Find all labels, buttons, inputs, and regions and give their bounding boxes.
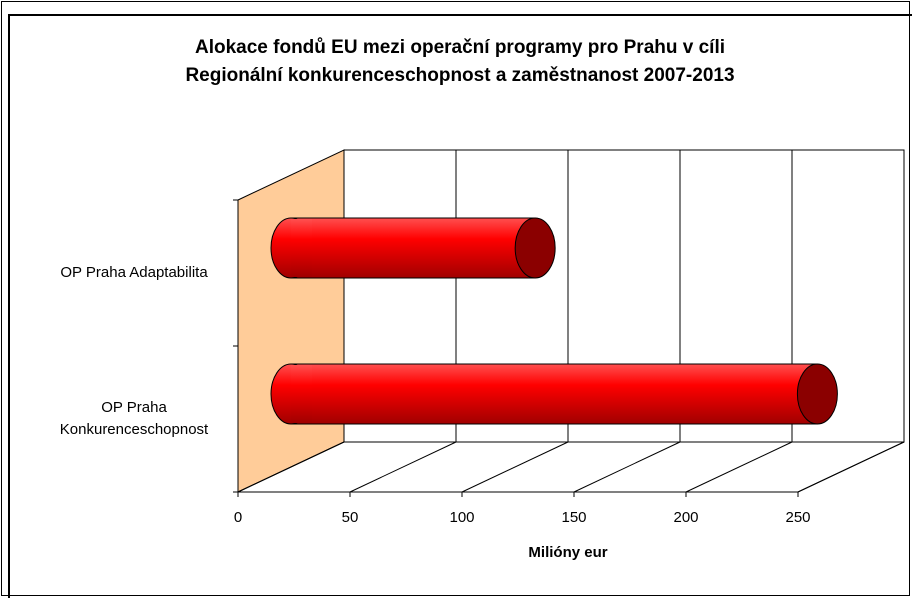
floor-grid-line — [685, 441, 793, 493]
x-axis-title: Milióny eur — [528, 544, 607, 561]
bar-end-cap — [796, 363, 838, 425]
x-tick-label: 0 — [234, 509, 242, 526]
x-tick-label: 50 — [342, 509, 359, 526]
inner-border — [8, 14, 912, 598]
x-tick-label: 150 — [561, 509, 586, 526]
bar-start-cover — [291, 219, 312, 277]
bar-end-cap — [514, 217, 556, 279]
chart-title: Alokace fondů EU mezi operační programy … — [185, 37, 735, 86]
floor-grid-line — [461, 441, 569, 493]
floor-grid-line — [797, 441, 905, 493]
bar — [290, 217, 536, 279]
floor-grid-line — [573, 441, 681, 493]
x-tick-label: 200 — [673, 509, 698, 526]
floor — [237, 441, 905, 493]
x-tick-label: 100 — [449, 509, 474, 526]
floor-grid-line — [349, 441, 457, 493]
y-tick-label: OP Praha Adaptabilita — [60, 264, 208, 281]
y-tick-label: OP Praha Konkurenceschopnost — [59, 399, 209, 438]
side-wall — [237, 149, 345, 493]
x-tick-label: 250 — [785, 509, 810, 526]
bar — [290, 363, 818, 425]
floor-grid-line — [237, 441, 345, 493]
bar-start-cover — [291, 365, 312, 423]
